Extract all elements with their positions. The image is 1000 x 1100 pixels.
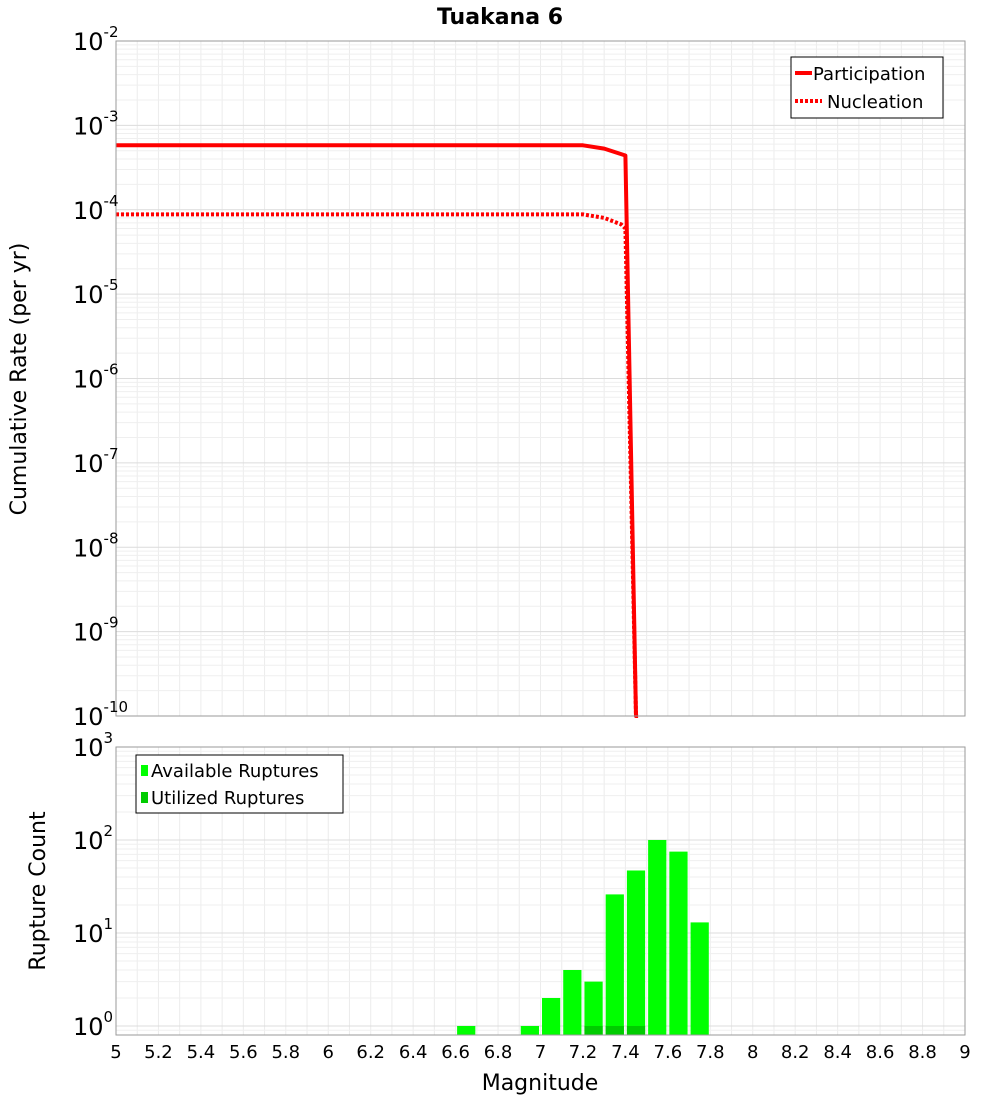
- available-rupture-bar: [520, 1025, 539, 1035]
- legend-utilized-swatch: [141, 792, 148, 803]
- x-tick-label: 6.4: [399, 1042, 428, 1063]
- bottom-y-tick-label: 101: [73, 915, 113, 948]
- x-axis-label: Magnitude: [482, 1071, 599, 1096]
- cumulative-rate-panel: 10-10 10-9 10-8 10-7 10-6 10-5 10-4 10-3 10-2 Cu…: [7, 23, 966, 731]
- bottom-legend: Available Ruptures Utilized Ruptures: [135, 754, 344, 814]
- x-tick-label: 7.4: [611, 1042, 640, 1063]
- top-plot-frame: [115, 40, 966, 717]
- bottom-y-tick-label: 102: [73, 822, 113, 855]
- available-rupture-bar: [584, 981, 603, 1035]
- x-tick-label: 8.6: [866, 1042, 895, 1063]
- x-tick-label: 5.6: [229, 1042, 258, 1063]
- top-y-tick-label: 10-9: [73, 614, 119, 647]
- legend-available-label: Available Ruptures: [151, 761, 319, 782]
- bottom-y-tick-label: 103: [73, 729, 113, 762]
- x-tick-label: 8.8: [908, 1042, 937, 1063]
- x-tick-label: 6.8: [484, 1042, 513, 1063]
- utilized-rupture-bar: [605, 1025, 624, 1035]
- top-y-tick-label: 10-2: [73, 23, 119, 56]
- x-tick-label: 7.6: [654, 1042, 683, 1063]
- chart-title: Tuakana 6: [437, 5, 563, 30]
- available-rupture-bar: [457, 1025, 476, 1035]
- legend-participation-label: Participation: [813, 64, 925, 85]
- x-tick-label: 6: [323, 1042, 334, 1063]
- utilized-rupture-bar: [584, 1025, 603, 1035]
- top-y-tick-label: 10-3: [73, 107, 119, 140]
- bottom-y-tick-label: 100: [73, 1008, 113, 1041]
- rupture-count-panel: 100 101 102 103 Rupture Count Available Rup…: [26, 729, 971, 1096]
- x-tick-labels: 5 5.2 5.4 5.6 5.8 6 6.2 6.4 6.6 6.8 7 7.2 7.4 7.6 7.8 8…: [110, 1042, 970, 1063]
- top-y-tick-label: 10-6: [73, 361, 119, 394]
- x-tick-label: 8: [747, 1042, 758, 1063]
- x-tick-label: 8.2: [781, 1042, 810, 1063]
- legend-nucleation-label: Nucleation: [827, 92, 923, 113]
- bottom-plot-frame: [115, 746, 966, 1036]
- x-tick-label: 5.4: [187, 1042, 216, 1063]
- x-tick-label: 7.8: [696, 1042, 725, 1063]
- bottom-legend-box: [135, 754, 344, 814]
- top-legend-box: [790, 56, 944, 119]
- available-rupture-bar: [669, 851, 688, 1035]
- bottom-bars: [457, 839, 709, 1035]
- top-y-tick-labels: 10-10 10-9 10-8 10-7 10-6 10-5 10-4 10-3 10-2: [73, 23, 128, 731]
- top-y-tick-label: 10-10: [73, 698, 128, 731]
- x-tick-label: 5.8: [271, 1042, 300, 1063]
- legend-available-swatch: [141, 765, 148, 776]
- available-rupture-bar: [648, 839, 667, 1035]
- utilized-rupture-bar: [626, 1025, 646, 1035]
- x-tick-label: 6.6: [441, 1042, 470, 1063]
- bottom-y-axis-label: Rupture Count: [26, 811, 51, 971]
- x-tick-label: 5: [110, 1042, 121, 1063]
- top-y-tick-label: 10-8: [73, 529, 119, 562]
- bottom-y-tick-labels: 100 101 102 103: [73, 729, 113, 1041]
- available-rupture-bar: [605, 894, 624, 1035]
- available-rupture-bar: [542, 997, 561, 1035]
- top-y-tick-label: 10-7: [73, 445, 119, 478]
- available-rupture-bar: [563, 969, 582, 1035]
- x-tick-label: 7.2: [569, 1042, 598, 1063]
- top-gridlines: [115, 41, 966, 717]
- x-tick-label: 7: [535, 1042, 546, 1063]
- x-tick-label: 5.2: [144, 1042, 173, 1063]
- available-rupture-bar: [626, 870, 646, 1035]
- top-y-axis-label: Cumulative Rate (per yr): [7, 243, 32, 516]
- x-tick-label: 9: [959, 1042, 970, 1063]
- x-tick-label: 6.2: [356, 1042, 385, 1063]
- x-tick-label: 8.4: [823, 1042, 852, 1063]
- available-rupture-bar: [690, 922, 709, 1035]
- legend-utilized-label: Utilized Ruptures: [151, 788, 304, 809]
- series-line-nucleation: [116, 212, 638, 717]
- top-y-tick-label: 10-4: [73, 192, 119, 225]
- top-y-tick-label: 10-5: [73, 276, 119, 309]
- top-legend: Participation Nucleation: [790, 56, 944, 119]
